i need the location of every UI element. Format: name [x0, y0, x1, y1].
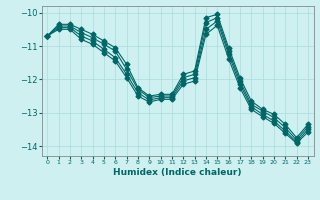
X-axis label: Humidex (Indice chaleur): Humidex (Indice chaleur) [113, 168, 242, 177]
